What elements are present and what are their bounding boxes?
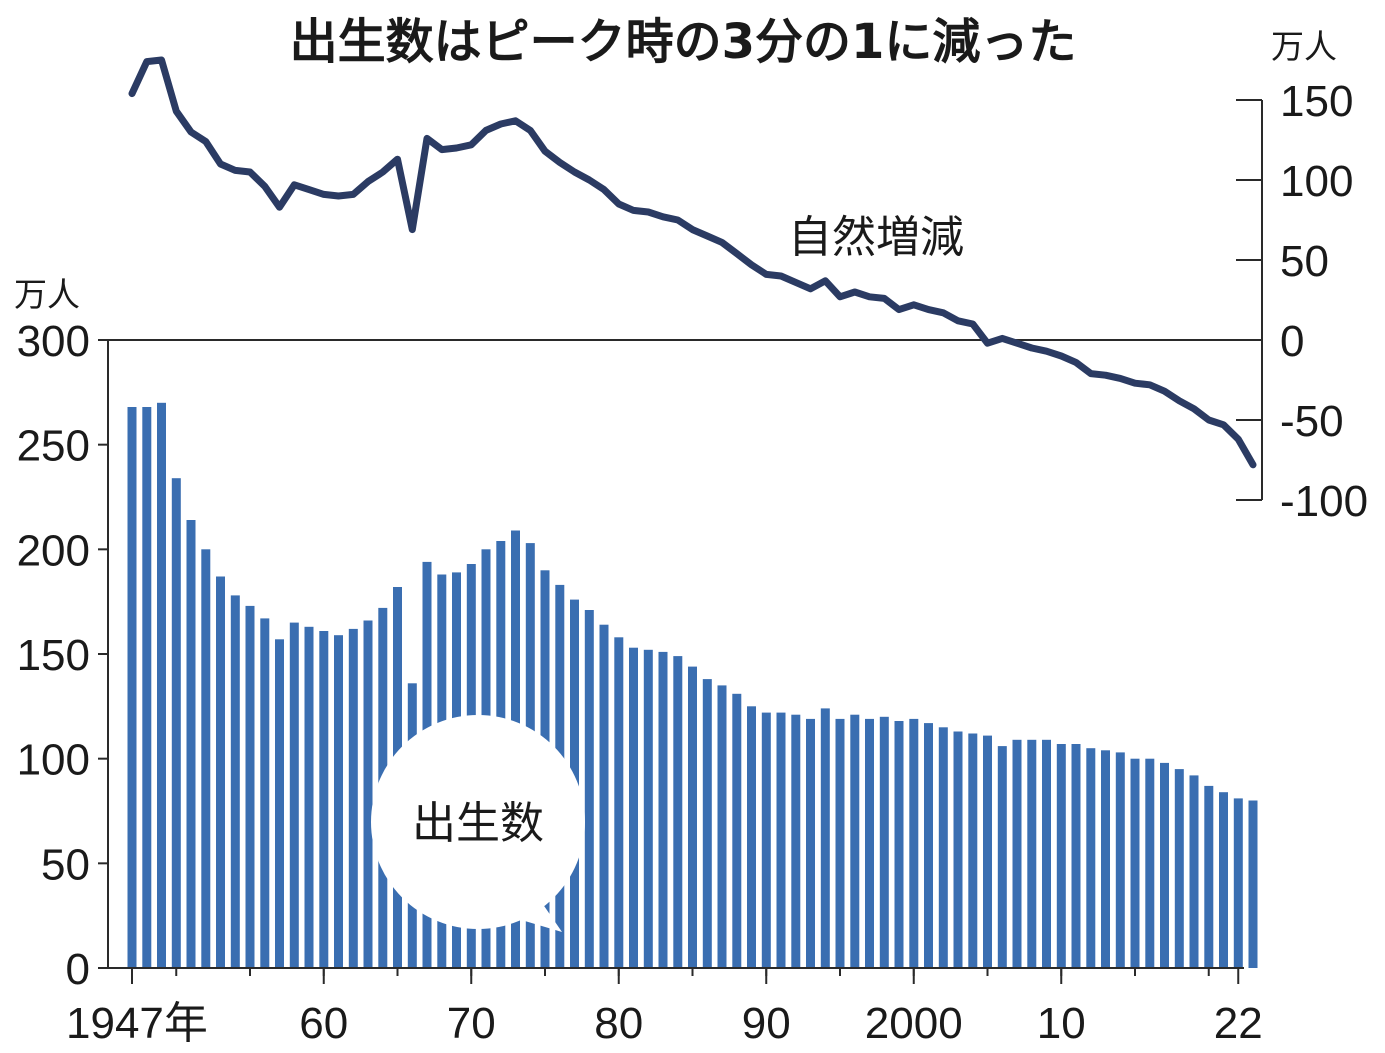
bar-2021 [1219,792,1228,968]
bar-1962 [348,628,358,968]
bar-1983 [658,651,668,968]
births-bars [127,402,1258,968]
bar-1996 [850,714,860,968]
bar-1955 [245,605,255,968]
x-tick-label-2022: 22 [1214,999,1263,1048]
bar-1989 [747,706,756,968]
bar-1984 [673,656,683,968]
bar-1960 [319,631,329,968]
right-axis-unit: 万人 [1271,27,1337,66]
bar-1961 [334,635,343,968]
bar-1995 [835,718,845,968]
bar-1948 [142,407,152,968]
bar-1990 [761,712,771,968]
bar-1963 [363,620,373,968]
bar-1978 [584,610,594,968]
bar-1952 [201,549,211,968]
left-tick-label-0: 0 [66,945,90,994]
left-axis-unit: 万人 [14,275,80,314]
bar-2008 [1027,739,1037,968]
bar-2002 [938,727,948,968]
bar-2007 [1012,739,1022,968]
right-tick-label-0: 0 [1280,317,1304,366]
bar-1982 [643,649,653,968]
bar-1951 [186,520,196,968]
bar-1987 [717,685,727,968]
x-tick-label-1960: 60 [299,999,348,1048]
x-tick-label-1947: 1947年 [66,999,208,1048]
bar-2014 [1115,752,1125,968]
bar-1988 [732,693,742,968]
bar-1998 [879,716,889,968]
right-tick-label-150: 150 [1280,77,1353,126]
bar-1997 [865,718,874,968]
bar-1950 [171,478,181,968]
bar-1957 [275,639,284,968]
chart-title: 出生数はピーク時の3分の1に減った [290,14,1077,70]
bar-2010 [1056,744,1066,968]
bar-2005 [983,735,992,968]
left-tick-label-100: 100 [17,736,90,785]
left-y-axis: 0 50 100 150 200 250 300 [17,317,108,994]
bar-1949 [157,402,166,968]
bar-1979 [599,624,609,968]
bar-2006 [997,746,1007,968]
natural-change-series-label: 自然増減 [788,212,964,263]
bar-1985 [688,666,697,968]
bar-1986 [702,679,712,968]
bar-2011 [1071,744,1081,968]
x-tick-label-2010: 10 [1037,999,1086,1048]
bar-2022 [1233,798,1243,968]
left-tick-label-300: 300 [17,317,90,366]
bar-2019 [1189,775,1199,968]
bar-1947 [127,407,137,968]
bar-2023 [1248,800,1258,968]
bar-1980 [614,637,624,968]
bar-2016 [1145,758,1155,968]
right-tick-label--100: -100 [1280,477,1368,526]
x-tick-label-1990: 90 [742,999,791,1048]
x-axis: 1947年 60 70 80 90 2000 10 22 [66,968,1263,1048]
bar-1958 [289,622,299,968]
bar-2020 [1204,785,1214,968]
births-label-bubble [370,714,586,932]
bar-1991 [776,712,786,968]
bar-1953 [216,576,225,968]
right-tick-label-100: 100 [1280,157,1353,206]
natural-change-line [128,56,1257,469]
bar-2015 [1130,758,1140,968]
bar-2004 [968,733,978,968]
bar-1999 [894,721,904,968]
x-tick-label-1970: 70 [447,999,496,1048]
bar-1981 [629,647,638,968]
left-tick-label-250: 250 [17,422,90,471]
bar-1954 [230,595,240,968]
bar-2012 [1086,748,1096,968]
bar-1959 [304,626,314,968]
bar-2003 [953,731,963,968]
bar-1993 [806,718,815,968]
right-tick-label-50: 50 [1280,237,1329,286]
bar-2009 [1042,739,1051,968]
bar-2001 [924,723,933,968]
births-series-label: 出生数 [412,798,544,849]
x-tick-label-1980: 80 [594,999,643,1048]
bar-1994 [820,708,830,968]
right-tick-label--50: -50 [1280,397,1344,446]
bar-2013 [1101,750,1110,968]
right-y-axis: 150 100 50 0 -50 -100 [1236,77,1368,526]
left-tick-label-200: 200 [17,526,90,575]
x-tick-label-2000: 2000 [865,999,963,1048]
bar-1956 [260,618,270,968]
bar-2000 [909,718,919,968]
left-tick-label-50: 50 [41,840,90,889]
bar-1992 [791,714,801,968]
left-tick-label-150: 150 [17,631,90,680]
bar-2018 [1174,769,1184,968]
bar-2017 [1160,762,1169,968]
